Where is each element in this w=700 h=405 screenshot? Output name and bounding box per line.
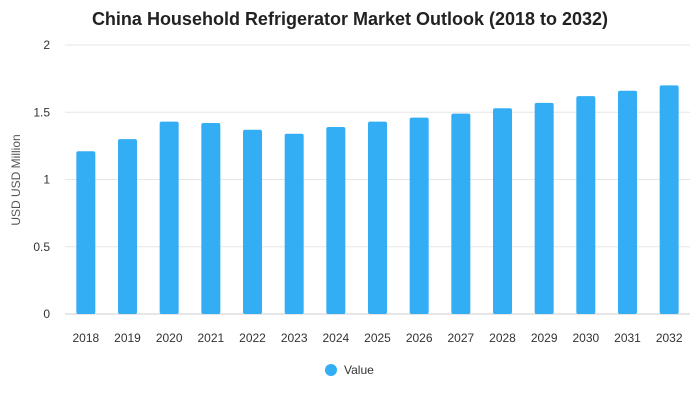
legend[interactable]: Value: [325, 363, 374, 377]
chart-title: China Household Refrigerator Market Outl…: [92, 9, 608, 29]
y-tick-label: 1.5: [33, 105, 50, 119]
x-tick-label: 2023: [281, 331, 308, 345]
x-tick-label: 2032: [656, 331, 683, 345]
bar-2024[interactable]: [326, 127, 346, 314]
x-tick-label: 2020: [156, 331, 183, 345]
bar-2022[interactable]: [243, 129, 262, 314]
y-tick-label: 0: [43, 307, 50, 321]
bar-2029[interactable]: [534, 102, 554, 315]
x-tick-label: 2029: [531, 331, 558, 345]
bar-2023[interactable]: [284, 133, 304, 314]
x-tick-label: 2025: [364, 331, 391, 345]
bar-2025[interactable]: [368, 121, 387, 314]
x-tick-label: 2019: [114, 331, 141, 345]
bar-2019[interactable]: [118, 139, 137, 314]
x-tick-label: 2024: [322, 331, 349, 345]
bar-2027[interactable]: [451, 113, 471, 314]
y-axis-label: USD USD Million: [9, 134, 23, 225]
bar-2031[interactable]: [618, 90, 637, 314]
x-tick-label: 2031: [614, 331, 641, 345]
bar-2018[interactable]: [76, 151, 96, 314]
y-tick-label: 1: [43, 173, 50, 187]
x-tick-label: 2018: [72, 331, 99, 345]
legend-swatch-value: [325, 364, 337, 376]
x-tick-label: 2028: [489, 331, 516, 345]
bar-2020[interactable]: [159, 121, 179, 314]
x-tick-label: 2027: [447, 331, 474, 345]
bar-2032[interactable]: [659, 85, 679, 314]
bar-2028[interactable]: [493, 108, 512, 314]
legend-label-value: Value: [344, 363, 374, 377]
bar-2030[interactable]: [576, 96, 596, 314]
x-tick-label: 2030: [572, 331, 599, 345]
bars: [76, 85, 679, 315]
y-tick-label: 2: [43, 38, 50, 52]
x-axis-ticks: 2018 2019 2020 2021 2022 2023 2024 2025 2026 2027…: [72, 331, 682, 345]
y-axis-ticks: 0 0.5 1 1.5 2: [33, 38, 50, 321]
x-tick-label: 2026: [406, 331, 433, 345]
x-tick-label: 2022: [239, 331, 266, 345]
x-tick-label: 2021: [197, 331, 224, 345]
bar-2021[interactable]: [201, 123, 221, 314]
bar-2026[interactable]: [409, 117, 429, 314]
y-tick-label: 0.5: [33, 240, 50, 254]
